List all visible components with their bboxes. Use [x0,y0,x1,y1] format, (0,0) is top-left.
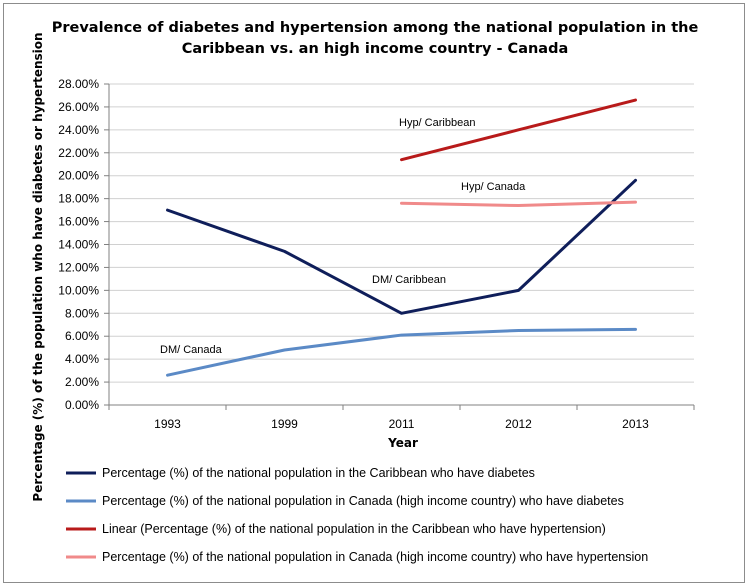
y-tick-label: 24.00% [58,123,99,137]
y-tick-label: 2.00% [65,375,99,389]
chart-title-line2: Caribbean vs. an high income country - C… [182,41,569,57]
series-hyp-caribbean-line [400,98,637,162]
gridlines [109,83,694,383]
annotation-dm-canada: DM/ Canada [160,344,223,356]
y-tick-label: 8.00% [65,306,99,320]
y-tick-label: 12.00% [58,260,99,274]
legend-item-hyp-caribbean: Linear (Percentage (%) of the national p… [66,522,606,536]
legend-item-dm-canada: Percentage (%) of the national populatio… [66,494,624,508]
annotation-dm-caribbean: DM/ Caribbean [372,274,446,286]
legend-label: Percentage (%) of the national populatio… [102,494,624,508]
y-tick-label: 18.00% [58,192,99,206]
x-tick-label: 2013 [622,417,649,431]
x-tick-labels: 1993 1999 2011 2012 2013 [154,417,649,431]
y-tick-labels: 0.00% 2.00% 4.00% 6.00% 8.00% 10.00% 12.00% 14.… [58,77,99,412]
legend-item-hyp-canada: Percentage (%) of the national populatio… [66,550,648,564]
y-tick-label: 10.00% [58,283,99,297]
y-tick-label: 28.00% [58,77,99,91]
x-tick-label: 2011 [389,417,415,431]
y-tick-label: 0.00% [65,398,99,412]
legend-label: Linear (Percentage (%) of the national p… [102,522,606,536]
legend-label: Percentage (%) of the national populatio… [102,550,648,564]
y-tick-label: 14.00% [58,238,99,252]
axes [104,83,695,410]
y-tick-label: 16.00% [58,215,99,229]
series-hyp-canada-line [400,200,637,208]
series-lines [166,98,637,377]
legend-item-dm-caribbean: Percentage (%) of the national populatio… [66,466,535,480]
x-tick-label: 2012 [505,417,532,431]
series-dm-caribbean-line [166,178,637,315]
chart-canvas: Prevalence of diabetes and hypertension … [31,20,699,564]
series-dm-canada-line [166,327,637,377]
annotation-hyp-canada: Hyp/ Canada [461,181,526,193]
legend: Percentage (%) of the national populatio… [66,466,648,564]
chart-frame: Prevalence of diabetes and hypertension … [3,3,745,583]
y-tick-label: 6.00% [65,329,99,343]
x-axis-title: Year [387,436,418,450]
y-tick-label: 26.00% [58,100,99,114]
y-axis-title: Percentage (%) of the population who hav… [31,32,45,501]
y-tick-label: 4.00% [65,352,99,366]
y-tick-label: 22.00% [58,146,99,160]
x-tick-label: 1993 [154,417,181,431]
y-tick-label: 20.00% [58,169,99,183]
annotation-hyp-caribbean: Hyp/ Caribbean [399,117,475,129]
x-tick-label: 1999 [271,417,298,431]
legend-label: Percentage (%) of the national populatio… [102,466,535,480]
chart-title-line1: Prevalence of diabetes and hypertension … [52,20,699,36]
